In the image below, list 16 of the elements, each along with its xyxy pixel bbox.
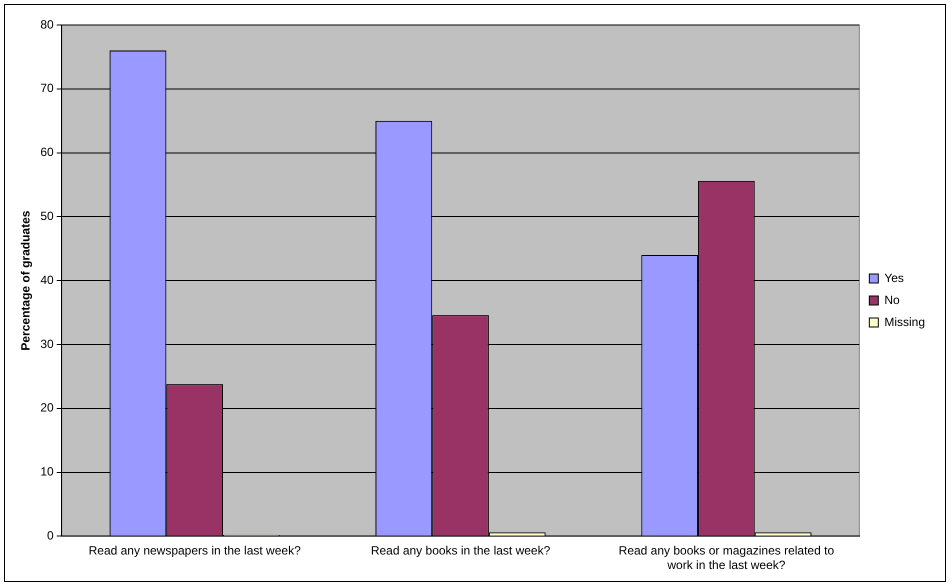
legend-label: No [884, 292, 900, 307]
y-axis-title: Percentage of graduates [18, 210, 33, 351]
y-tick-label: 40 [40, 272, 54, 287]
y-tick-label: 20 [40, 400, 54, 415]
y-tick-label: 80 [40, 17, 54, 32]
legend-label: Missing [884, 314, 926, 329]
y-tick-label: 70 [40, 81, 54, 96]
x-tick-label: Read any newspapers in the last week? [88, 544, 302, 558]
y-tick-label: 10 [40, 464, 54, 479]
y-tick-label: 0 [47, 528, 54, 543]
y-tick-label: 60 [40, 145, 54, 160]
x-tick-label: Read any books in the last week? [370, 544, 551, 558]
legend-label: Yes [884, 270, 904, 285]
y-tick-label: 30 [40, 336, 54, 351]
y-tick-label: 50 [40, 209, 54, 224]
x-tick-label: Read any books or magazines related to work in the last week? [618, 544, 834, 572]
